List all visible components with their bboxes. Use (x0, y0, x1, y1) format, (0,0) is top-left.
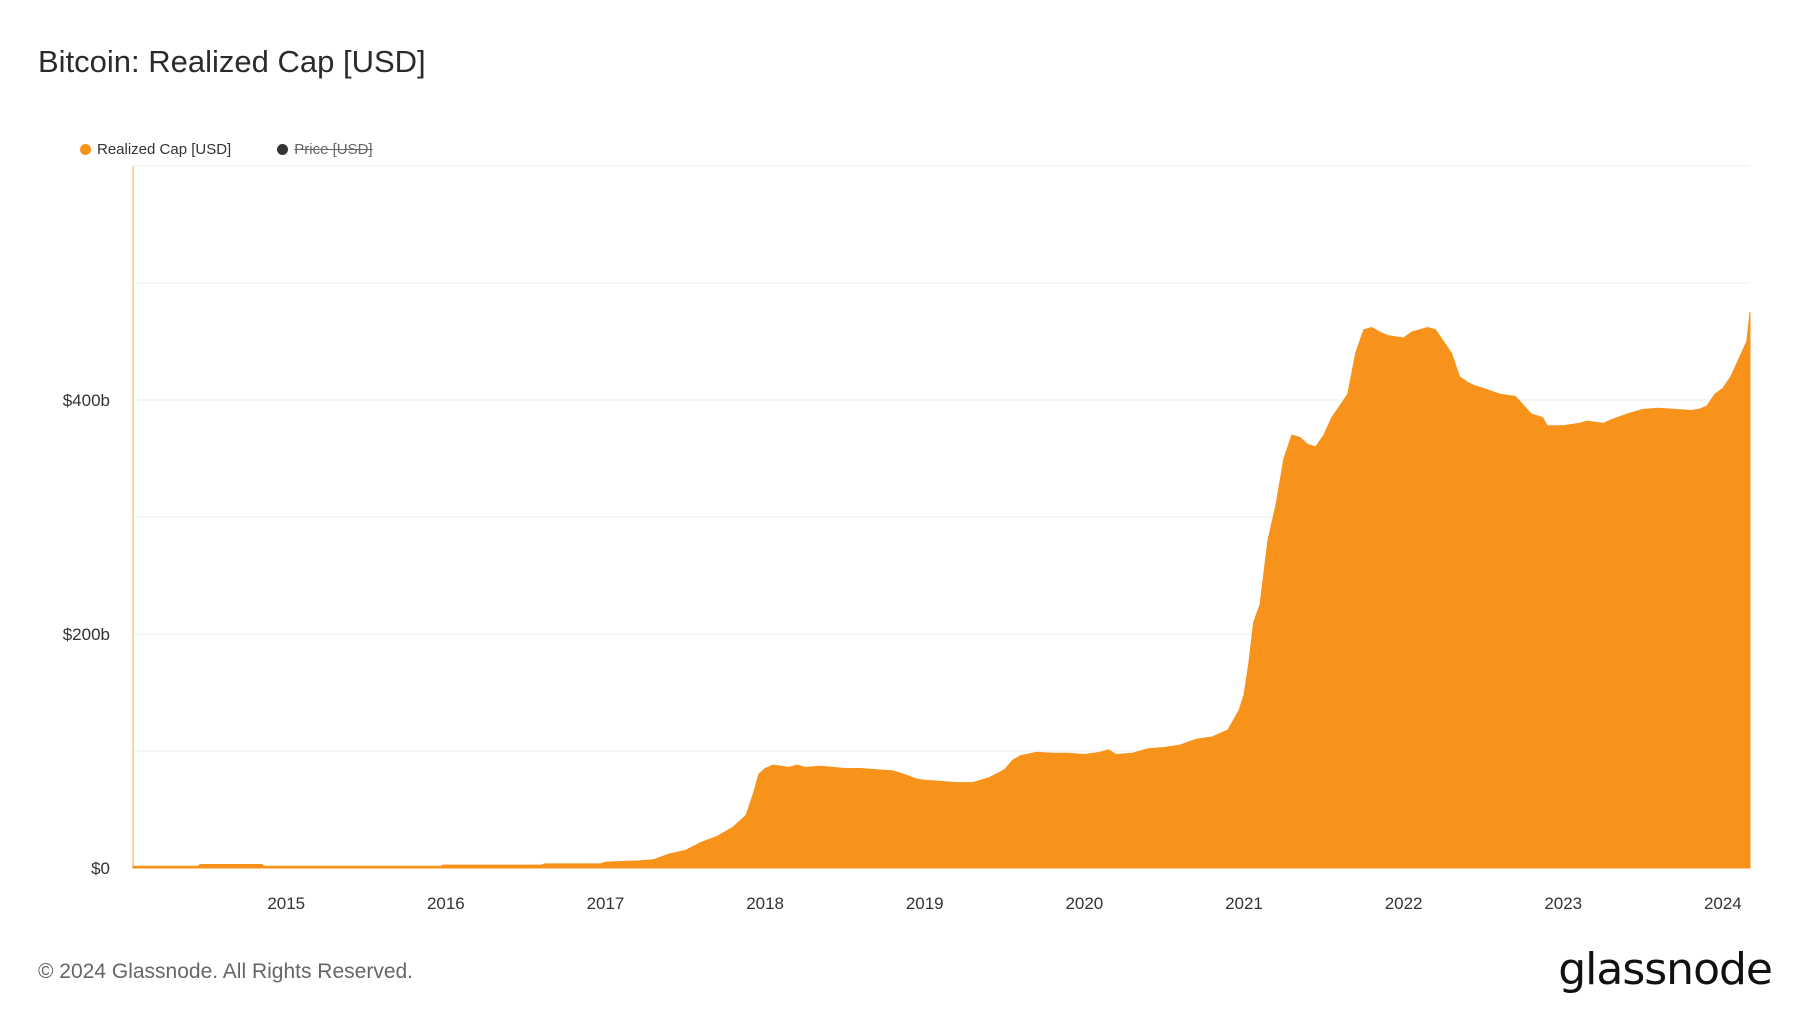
x-tick-label: 2017 (587, 894, 625, 913)
series-area-realized-cap[interactable] (132, 312, 1751, 869)
y-axis-ticks: $0 $200b $400b (63, 391, 110, 878)
x-tick-label: 2020 (1065, 894, 1103, 913)
x-axis-ticks: 2015 2016 2017 2018 2019 2020 2021 2022 2023 2024 (267, 894, 1741, 913)
page-title: Bitcoin: Realized Cap [USD] (38, 44, 426, 79)
legend-label-price: Price [USD] (294, 141, 373, 158)
x-tick-label: 2018 (746, 894, 784, 913)
x-tick-label: 2024 (1704, 894, 1742, 913)
x-tick-label: 2022 (1385, 894, 1423, 913)
x-tick-label: 2023 (1544, 894, 1582, 913)
chart-legend: Realized Cap [USD] Price [USD] (80, 141, 373, 158)
y-tick-label: $200b (63, 625, 110, 644)
legend-dot-realized-cap (80, 144, 91, 155)
series-layer (132, 312, 1751, 869)
legend-label-realized-cap: Realized Cap [USD] (97, 141, 232, 158)
legend-item-price[interactable]: Price [USD] (277, 141, 373, 158)
y-tick-label: $400b (63, 391, 110, 410)
glassnode-logo: glassnode (1558, 944, 1773, 995)
x-tick-label: 2016 (427, 894, 465, 913)
legend-dot-price (277, 144, 289, 155)
y-tick-label: $0 (91, 859, 110, 878)
x-tick-label: 2021 (1225, 894, 1263, 913)
copyright-text: © 2024 Glassnode. All Rights Reserved. (38, 960, 414, 983)
legend-item-realized-cap[interactable]: Realized Cap [USD] (80, 141, 231, 158)
x-tick-label: 2019 (906, 894, 944, 913)
x-tick-label: 2015 (267, 894, 305, 913)
